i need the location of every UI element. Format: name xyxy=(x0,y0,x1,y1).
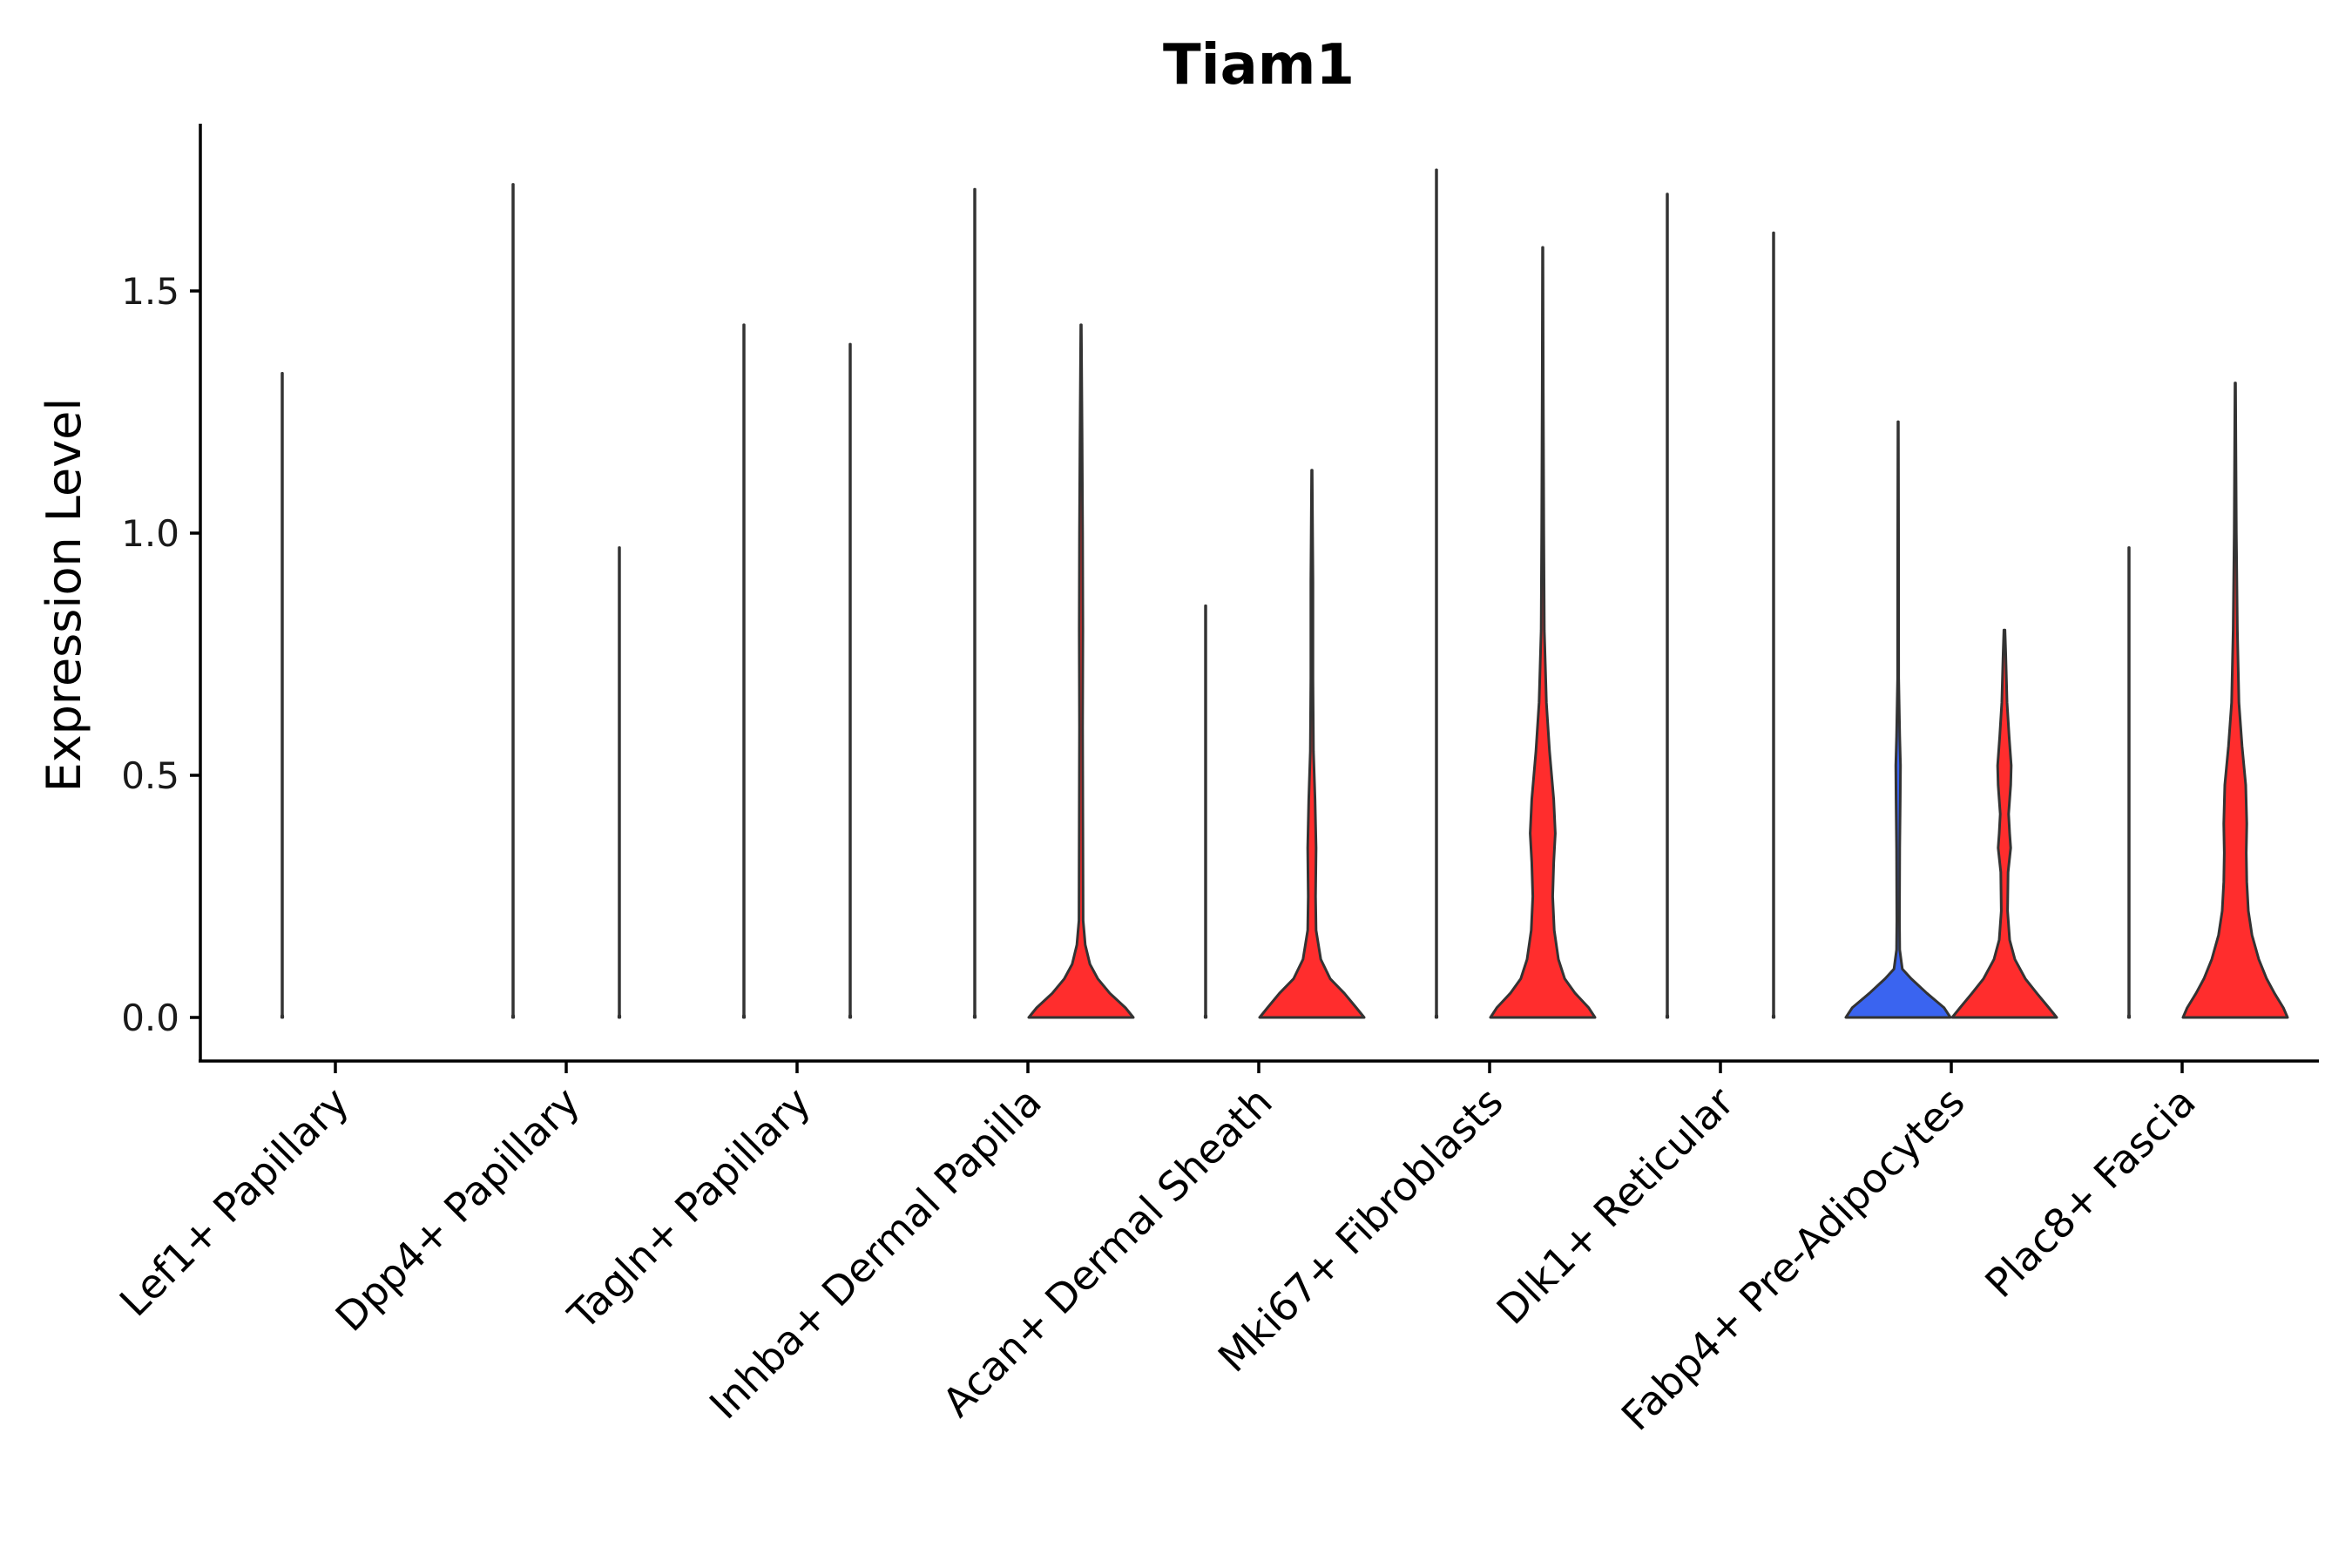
violin-1-1 xyxy=(280,372,285,1019)
violin-2-8 xyxy=(1950,628,2058,1019)
y-axis-ticks: 0.0 0.5 1.0 1.5 xyxy=(121,270,200,1039)
x-tick-label: Dlk1+ Reticular xyxy=(1488,1078,1743,1334)
chart-title: Tiam1 xyxy=(1163,33,1355,98)
x-tick-label: Dpp4+ Papillary xyxy=(327,1078,589,1341)
violin-2-4 xyxy=(1027,323,1135,1019)
violin-1-9 xyxy=(2126,546,2132,1019)
violin-2-3 xyxy=(848,342,853,1019)
violin-1-8 xyxy=(1844,420,1952,1019)
y-tick-label: 0.5 xyxy=(121,754,179,797)
y-axis-label: Expression Level xyxy=(37,398,91,793)
violin-2-9 xyxy=(2181,382,2289,1019)
x-tick-label: Lef1+ Papillary xyxy=(111,1078,358,1326)
violin-2-6 xyxy=(1489,246,1597,1019)
violin-2-7 xyxy=(1771,231,1776,1019)
violin-2-2 xyxy=(617,546,622,1019)
y-tick-label: 1.5 xyxy=(121,270,179,313)
violin-2-5 xyxy=(1258,469,1366,1019)
violin-1-2 xyxy=(510,183,516,1019)
violin-1-4 xyxy=(972,187,977,1019)
y-tick-label: 1.0 xyxy=(121,512,179,555)
violin-1-5 xyxy=(1203,604,1208,1019)
violin-layer xyxy=(280,168,2289,1019)
y-tick-label: 0.0 xyxy=(121,997,179,1039)
violin-1-7 xyxy=(1665,193,1670,1019)
x-tick-label: Plac8+ Fascia xyxy=(1976,1078,2204,1307)
x-tick-label: Tagln+ Papillary xyxy=(558,1078,820,1340)
violin-1-3 xyxy=(741,323,747,1019)
